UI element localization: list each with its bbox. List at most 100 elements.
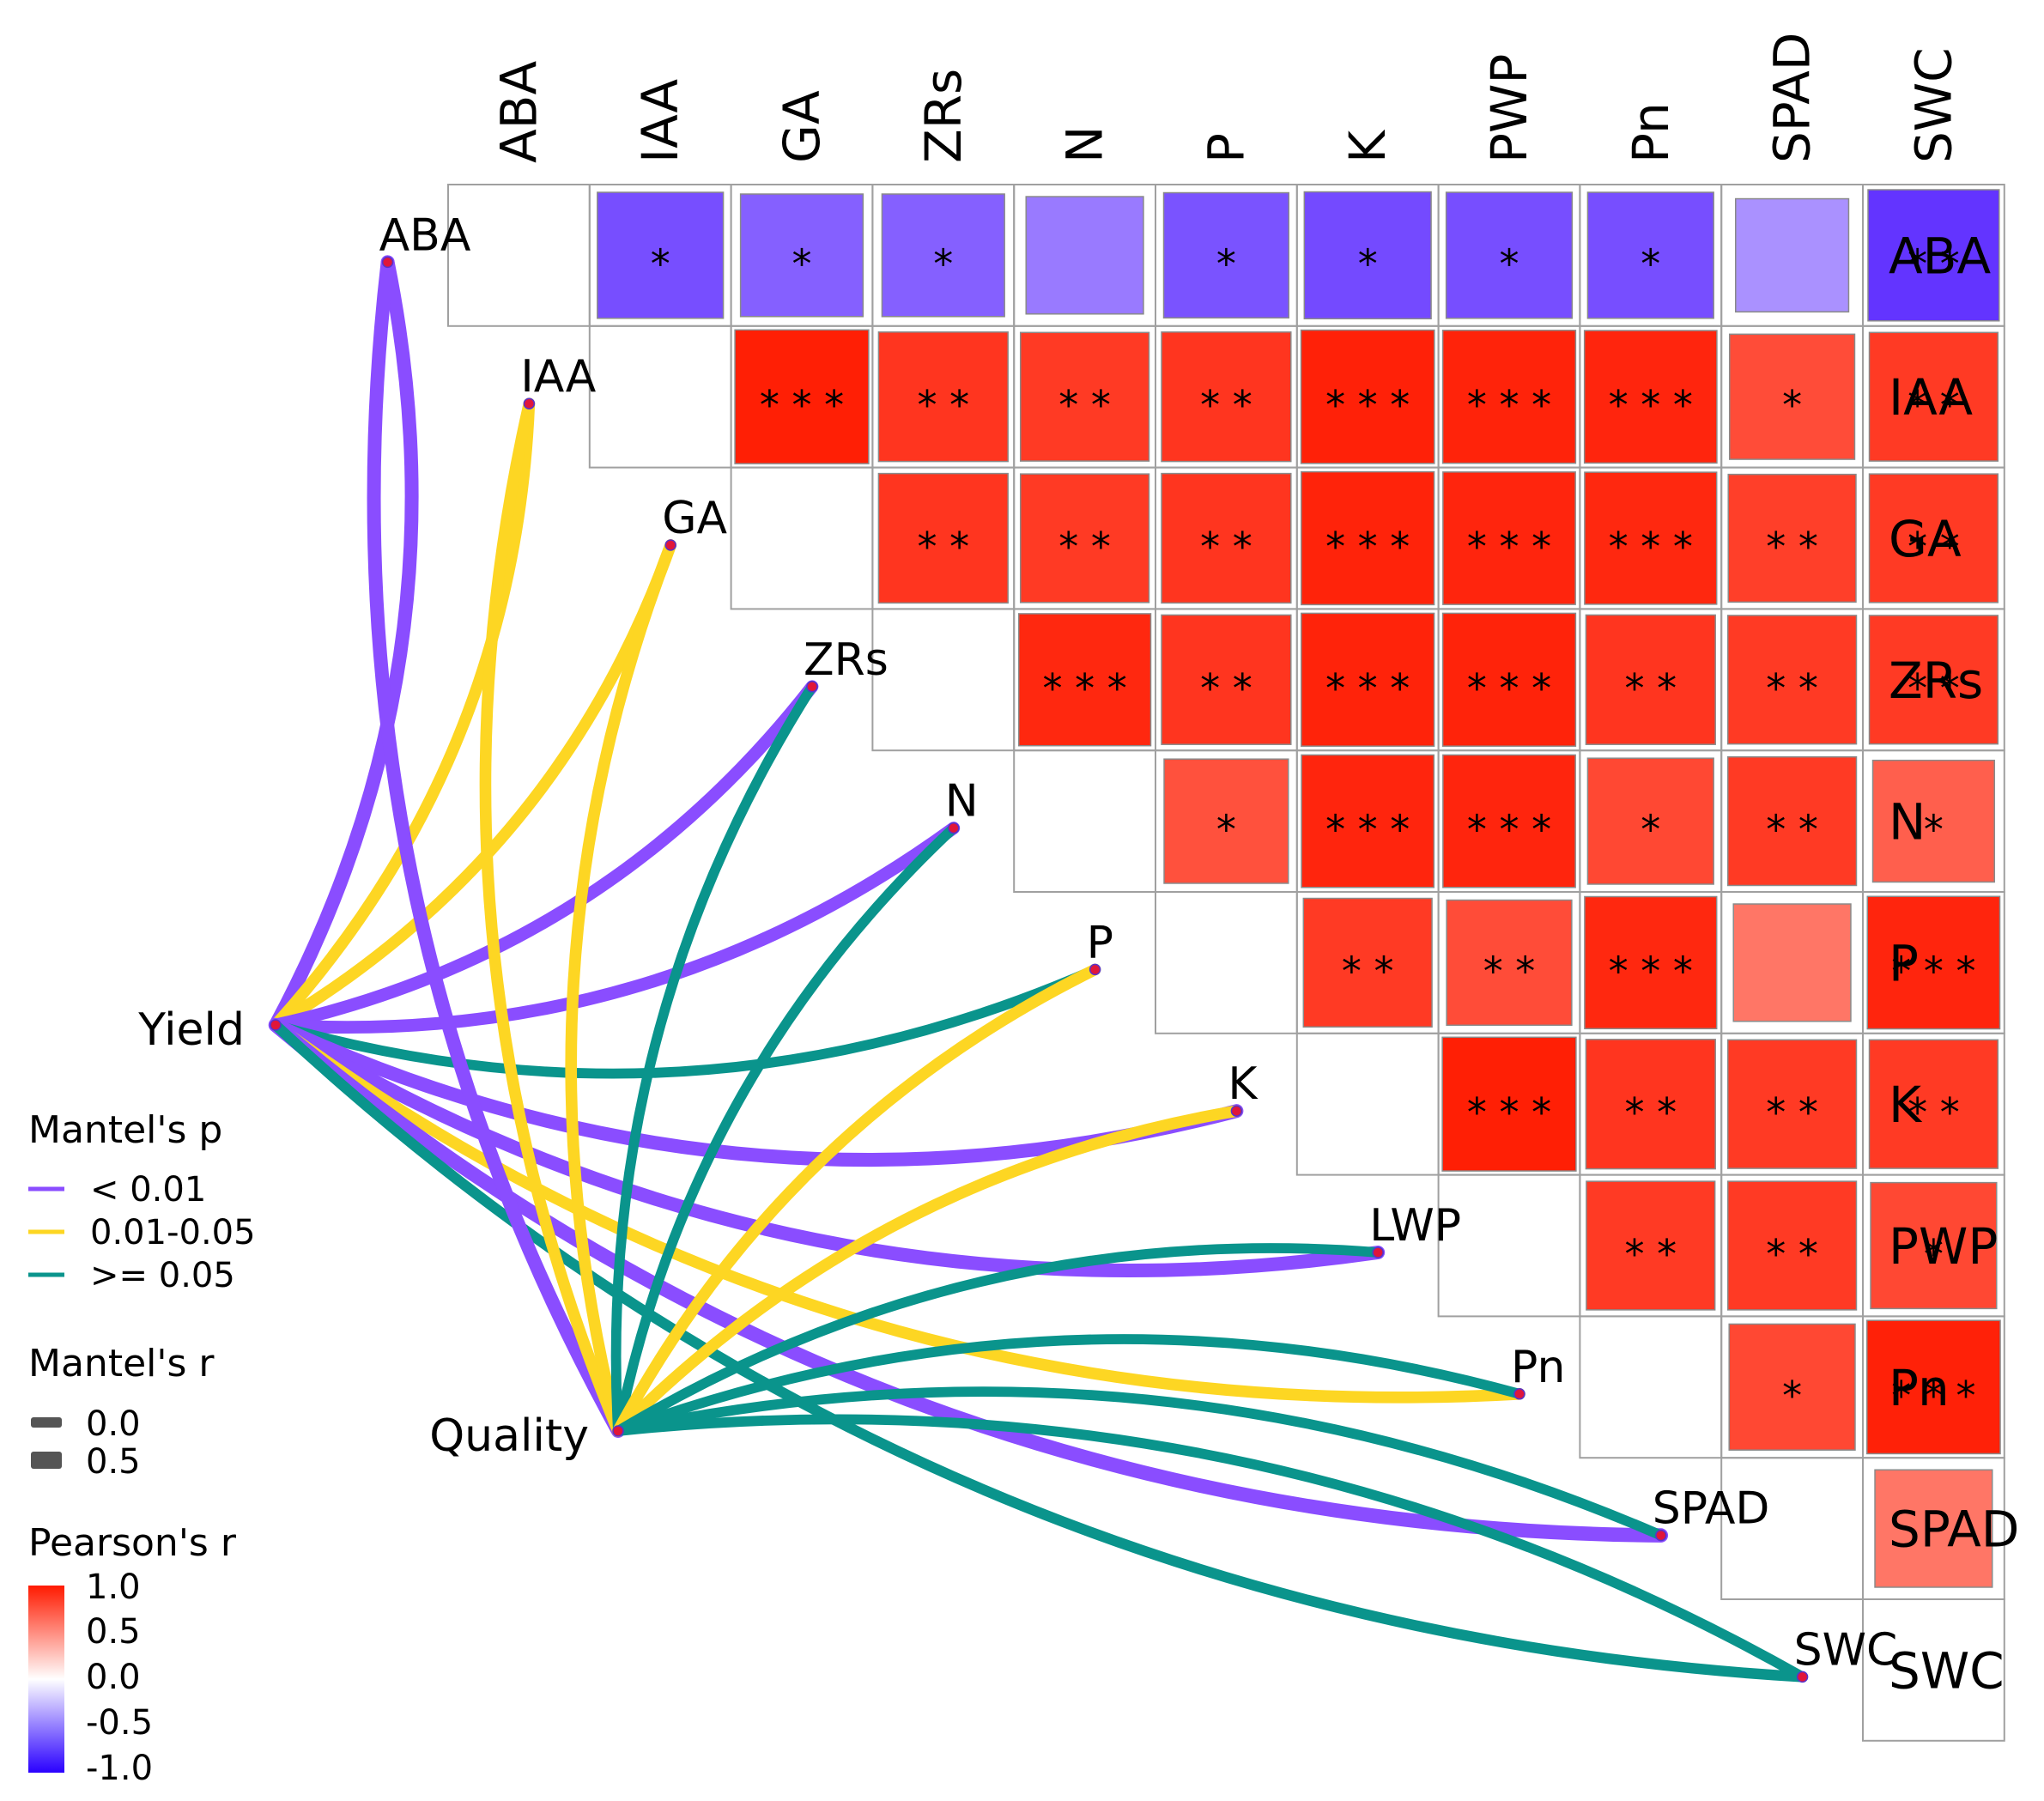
link-Yield-ABA — [269, 255, 419, 1032]
link-Quality-N — [613, 822, 959, 1436]
sig-P-SWC: * * * — [1891, 948, 1975, 994]
cell-N-PWP — [1442, 754, 1576, 888]
node-dot-SPAD — [1655, 1529, 1667, 1542]
node-label-N: N — [945, 776, 979, 828]
row-label-GA: GA — [1889, 510, 1962, 568]
node-dot-N — [948, 822, 960, 834]
row-label-Pn: Pn — [1889, 1359, 1950, 1417]
cell-ABA-P — [1162, 191, 1290, 319]
link-Quality-GA — [565, 539, 676, 1437]
sig-K-PWP: * * * — [1467, 1089, 1551, 1136]
sig-GA-SPAD: * * — [1766, 524, 1818, 570]
sig-ZRs-K: * * * — [1325, 665, 1410, 712]
axis-labels: ABA IAA GA ZRs N P K PWP Pn SPAD SWC ABA IAA GA ZRs N P K… — [489, 33, 2019, 1701]
mantel-links — [268, 255, 1808, 1683]
legend-width-0 — [31, 1417, 62, 1428]
sig-K-SWC: * * — [1908, 1089, 1960, 1136]
cell-P-SPAD — [1732, 903, 1852, 1022]
legend-colorbar — [28, 1586, 64, 1773]
cell-ZRs-Pn — [1585, 614, 1716, 745]
legend-pearson-tick-0: 0.0 — [86, 1658, 141, 1697]
cell-ABA-Pn — [1586, 191, 1714, 319]
link-Quality-ABA — [367, 255, 625, 1438]
sig-PWP-SWC: * — [1924, 1231, 1944, 1277]
cell-ABA-SPAD — [1734, 197, 1850, 313]
sig-P-Pn: * * * — [1609, 948, 1693, 994]
sig-N-P: * — [1216, 807, 1236, 853]
col-label-ABA: ABA — [489, 61, 548, 163]
sig-ABA-ZRs: * — [933, 240, 953, 287]
cell-ABA-GA — [739, 193, 864, 318]
sig-P-K: * * — [1342, 948, 1394, 994]
cell-IAA-SPAD — [1728, 333, 1856, 460]
row-label-K: K — [1889, 1076, 1923, 1134]
cell-ABA-IAA — [597, 191, 725, 319]
sig-IAA-Pn: * * * — [1609, 382, 1693, 428]
node-dot-ABA — [381, 256, 394, 269]
sig-ABA-P: * — [1216, 240, 1236, 287]
cell-PWP-SWC — [1870, 1181, 1998, 1310]
row-label-N: N — [1889, 793, 1926, 852]
sig-ABA-Pn: * — [1641, 240, 1660, 287]
cell-Pn-SPAD — [1728, 1323, 1856, 1451]
col-label-N: N — [1056, 126, 1114, 163]
legend-label-mid: 0.01-0.05 — [90, 1213, 256, 1252]
cell-K-SPAD — [1726, 1039, 1858, 1169]
cell-IAA-N — [1019, 331, 1150, 462]
cell-ABA-N — [1025, 196, 1144, 315]
cell-P-SWC — [1866, 895, 2001, 1030]
node-dot-SWC — [1796, 1671, 1809, 1683]
cell-GA-PWP — [1442, 471, 1576, 605]
sig-ABA-GA: * — [792, 240, 812, 287]
link-Quality-Pn — [613, 1334, 1525, 1436]
sig-Pn-SWC: * * * — [1891, 1373, 1975, 1419]
cell-K-SWC — [1868, 1039, 1999, 1169]
row-label-ZRs: ZRs — [1889, 652, 1983, 710]
node-label-ABA: ABA — [379, 209, 471, 261]
cell-IAA-K — [1300, 329, 1435, 464]
sig-ZRs-P: * * — [1200, 665, 1252, 712]
col-label-GA: GA — [773, 90, 831, 163]
sig-N-PWP: * * * — [1467, 807, 1551, 853]
cell-frame-Pn-Pn — [1579, 1315, 1723, 1459]
sig-K-SPAD: * * — [1766, 1089, 1818, 1136]
node-dot-ZRs — [806, 681, 818, 693]
link-Yield-LWP — [269, 1018, 1386, 1278]
cell-frame-GA-GA — [730, 466, 874, 610]
cell-P-K — [1302, 897, 1433, 1028]
sig-GA-P: * * — [1200, 524, 1252, 570]
row-label-SPAD: SPAD — [1889, 1501, 2019, 1559]
cell-frame-P-P — [1155, 891, 1298, 1034]
sig-PWP-Pn: * * — [1624, 1231, 1677, 1277]
sig-IAA-GA: * * * — [760, 382, 844, 428]
legend-mantel-r-title: Mantel's r — [28, 1342, 215, 1386]
col-label-SWC: SWC — [1904, 47, 1962, 163]
cell-N-K — [1301, 754, 1435, 888]
sig-ABA-SWC: * * — [1908, 240, 1960, 287]
cell-GA-SWC — [1868, 473, 1999, 603]
link-Quality-IAA — [479, 397, 624, 1437]
link-Quality-K — [612, 1105, 1243, 1437]
link-Yield-SPAD — [268, 1017, 1669, 1543]
cell-GA-N — [1019, 473, 1150, 603]
col-label-PWP: PWP — [1480, 54, 1538, 163]
col-label-P: P — [1197, 133, 1255, 163]
sig-PWP-SPAD: * * — [1766, 1231, 1818, 1277]
node-dot-LWP — [1372, 1246, 1384, 1258]
node-label-P: P — [1087, 917, 1113, 968]
sig-K-Pn: * * — [1624, 1089, 1677, 1136]
link-Yield-Pn — [270, 1019, 1525, 1404]
link-Quality-SPAD — [613, 1386, 1666, 1541]
node-label-SPAD: SPAD — [1653, 1483, 1770, 1535]
sig-ABA-PWP: * — [1500, 240, 1519, 287]
cell-IAA-ZRs — [877, 331, 1009, 463]
cell-IAA-P — [1161, 331, 1292, 463]
sig-IAA-PWP: * * * — [1467, 382, 1551, 428]
cell-Pn-SWC — [1866, 1319, 2001, 1455]
node-dot-GA — [664, 539, 676, 551]
col-label-SPAD: SPAD — [1763, 33, 1822, 163]
legend-pearson-tick-m1: -1.0 — [86, 1749, 153, 1788]
legend-mantel-r-0: 0.0 — [86, 1404, 141, 1444]
link-Yield-ZRs — [269, 680, 819, 1032]
cell-ABA-ZRs — [881, 193, 1005, 318]
